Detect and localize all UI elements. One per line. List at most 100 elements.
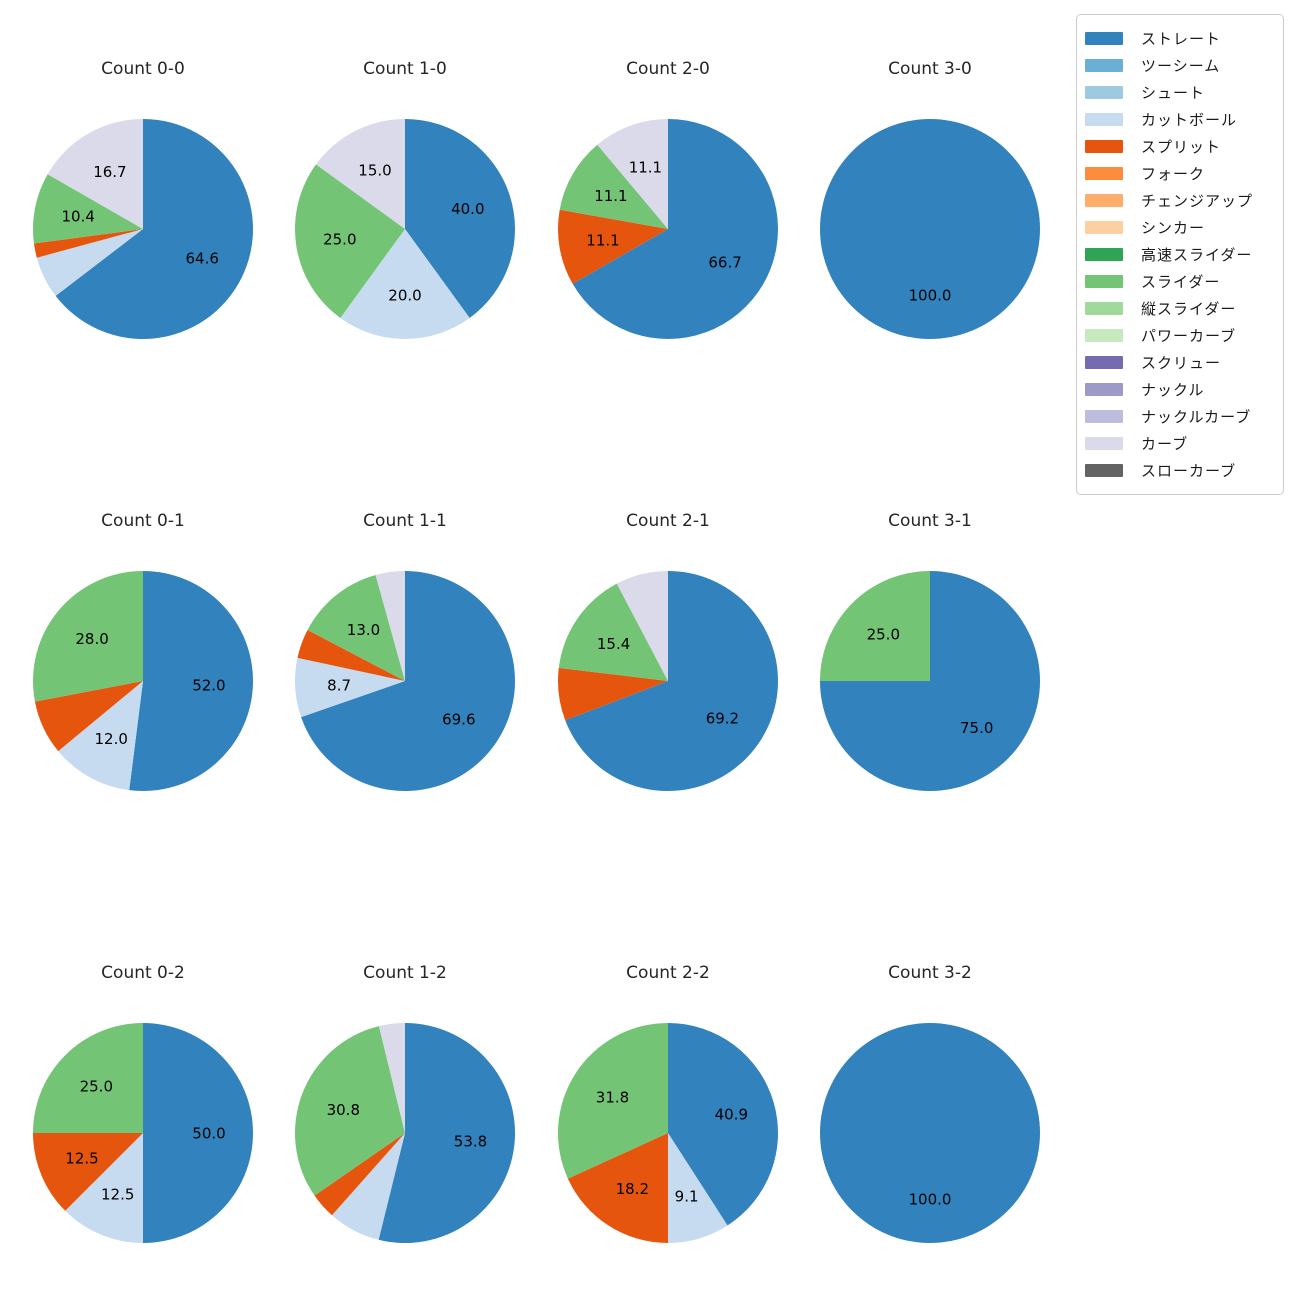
pie-title-count-3-0: Count 3-0 — [888, 59, 972, 79]
legend-label: シュート — [1141, 84, 1206, 102]
pie-slice-ストレート — [668, 1023, 778, 1226]
pie-slice-label: 12.5 — [101, 1185, 134, 1203]
pie-slice-ストレート — [405, 119, 516, 318]
legend-label: シンカー — [1141, 219, 1206, 237]
legend-label: スクリュー — [1141, 354, 1222, 372]
legend-swatch-icon — [1085, 464, 1123, 477]
pie-chart-count-0-2: 50.0 12.512.5 25.0 — [33, 1023, 253, 1243]
legend-swatch-icon — [1085, 32, 1123, 45]
pie-slice-ストレート — [565, 571, 778, 791]
pie-chart-count-3-2: 100.0 — [820, 1023, 1040, 1243]
legend-label: カットボール — [1141, 111, 1238, 129]
pie-slice-label: 12.0 — [94, 730, 127, 748]
pie-cell-count-3-1: Count 3-1 75.0 25.0 — [799, 510, 1061, 792]
pie-chart-count-0-1: 52.0 12.0 28.0 — [33, 571, 254, 791]
legend-item: スライダー — [1085, 268, 1273, 295]
pie-slice-スライダー — [33, 571, 143, 702]
pie-slice-ストレート — [143, 1023, 253, 1243]
pie-slice-label: 52.0 — [192, 676, 225, 694]
legend-swatch-icon — [1085, 59, 1123, 72]
pie-chart-count-2-0: 66.711.111.111.1 — [558, 119, 778, 339]
pie-cell-count-0-2: Count 0-2 50.0 12.5 12.5 25.0 — [12, 962, 274, 1244]
pie-slice-label: 50.0 — [192, 1124, 225, 1142]
legend-item: 縦スライダー — [1085, 295, 1273, 322]
legend-label: ツーシーム — [1141, 57, 1221, 75]
pie-slice-label: 69.2 — [706, 710, 739, 728]
pie-slice-スライダー — [820, 571, 930, 681]
pie-slice-カットボール — [340, 229, 470, 340]
pie-slice-label: 9.1 — [675, 1188, 699, 1206]
pie-slice-label: 75.0 — [960, 719, 993, 737]
legend-label: ストレート — [1141, 30, 1222, 48]
pie-slice-label: 40.9 — [715, 1106, 748, 1124]
pie-slice-label: 69.6 — [442, 710, 475, 728]
pie-title-count-1-0: Count 1-0 — [363, 59, 447, 79]
pie-slice-label: 53.8 — [454, 1132, 487, 1150]
pie-chart-count-3-1: 75.0 25.0 — [820, 571, 1040, 791]
pie-cell-count-2-1: Count 2-1 69.2 15.4 — [537, 510, 799, 792]
pie-slice-label: 8.7 — [327, 676, 351, 694]
legend-item: スプリット — [1085, 133, 1273, 160]
pie-chart-count-0-0: 64.6 10.4 16.7 — [33, 119, 254, 339]
legend-swatch-icon — [1085, 383, 1123, 396]
pie-title-count-1-2: Count 1-2 — [363, 963, 447, 983]
pie-title-count-2-2: Count 2-2 — [626, 963, 710, 983]
pie-chart-count-2-1: 69.2 15.4 — [557, 571, 778, 791]
pie-slice-ストレート — [820, 119, 1040, 339]
pie-slice-スプリット — [34, 681, 144, 752]
pie-slice-スライダー — [558, 583, 668, 681]
legend-item: 高速スライダー — [1085, 241, 1273, 268]
pie-slice-label: 28.0 — [75, 630, 108, 648]
pie-title-count-0-0: Count 0-0 — [101, 59, 185, 79]
legend-swatch-icon — [1085, 248, 1123, 261]
pie-slice-カットボール — [58, 681, 143, 791]
pie-cell-count-1-0: Count 1-0 40.0 20.0 25.0 15.0 — [274, 58, 536, 340]
pie-slice-カーブ — [597, 119, 668, 229]
pie-slice-ストレート — [572, 119, 778, 339]
pie-slice-カーブ — [47, 119, 144, 229]
pie-slice-label: 18.2 — [616, 1180, 649, 1198]
pie-title-count-3-2: Count 3-2 — [888, 963, 972, 983]
legend-item: シンカー — [1085, 214, 1273, 241]
pie-slice-スライダー — [295, 1026, 405, 1196]
pie-slice-スプリット — [314, 1133, 405, 1216]
pie-slice-ストレート — [55, 119, 254, 339]
pie-chart-count-1-1: 69.6 8.7 13.0 — [295, 571, 515, 791]
legend-label: ナックル — [1141, 381, 1205, 399]
pie-slice-label: 25.0 — [323, 231, 356, 249]
legend-item: ナックルカーブ — [1085, 403, 1273, 430]
pie-slice-ストレート — [301, 571, 515, 791]
legend-label: パワーカーブ — [1141, 327, 1237, 345]
pie-cell-count-2-2: Count 2-2 40.9 9.1 18.2 31.8 — [537, 962, 799, 1244]
pie-slice-label: 20.0 — [388, 286, 421, 304]
legend-item: シュート — [1085, 79, 1273, 106]
pie-slice-label: 11.1 — [586, 232, 619, 250]
legend-swatch-icon — [1085, 221, 1123, 234]
legend-swatch-icon — [1085, 437, 1123, 450]
pie-slice-スプリット — [557, 667, 668, 721]
pie-slice-カーブ — [378, 1023, 405, 1133]
pie-chart-count-1-0: 40.0 20.0 25.0 15.0 — [294, 119, 516, 340]
legend-swatch-icon — [1085, 140, 1123, 153]
pie-slice-スライダー — [307, 575, 405, 681]
pie-slice-label: 11.1 — [594, 187, 627, 205]
pie-slice-スプリット — [567, 1133, 668, 1243]
pie-title-count-0-2: Count 0-2 — [101, 963, 185, 983]
pie-slice-カットボール — [668, 1133, 728, 1243]
legend-item: ナックル — [1085, 376, 1273, 403]
pie-title-count-3-1: Count 3-1 — [888, 511, 972, 531]
legend-swatch-icon — [1085, 194, 1123, 207]
pie-slice-スライダー — [294, 164, 405, 318]
pie-slice-カーブ — [616, 571, 668, 681]
legend-label: ナックルカーブ — [1141, 408, 1252, 426]
pie-slice-label: 10.4 — [61, 207, 94, 225]
pie-chart-count-2-2: 40.9 9.1 18.2 31.8 — [558, 1023, 778, 1243]
legend-item: カットボール — [1085, 106, 1273, 133]
legend-swatch-icon — [1085, 356, 1123, 369]
legend-label: スローカーブ — [1141, 462, 1237, 480]
pie-slice-ストレート — [820, 1023, 1040, 1243]
pie-slice-label: 100.0 — [909, 1190, 952, 1208]
pie-cell-count-1-1: Count 1-1 69.6 8.7 13.0 — [274, 510, 536, 792]
pie-cell-count-3-0: Count 3-0 100.0 — [799, 58, 1061, 340]
pie-slice-スプリット — [297, 629, 405, 681]
